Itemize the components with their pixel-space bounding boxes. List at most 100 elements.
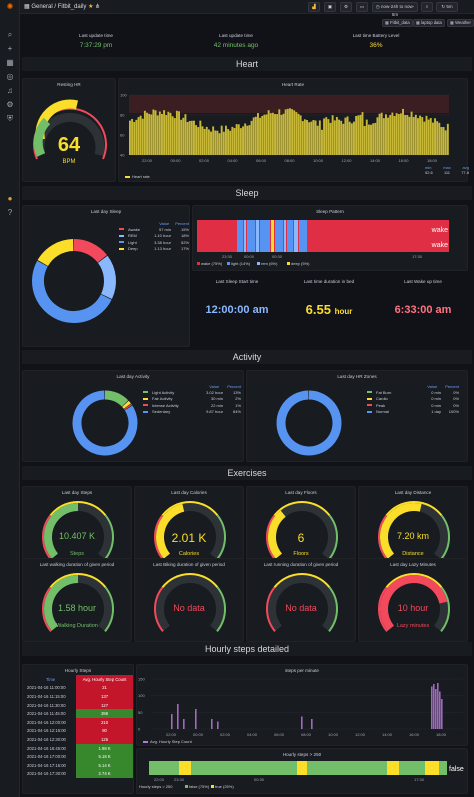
breadcrumb-separator: / bbox=[54, 4, 57, 10]
legend-value: 30 min bbox=[210, 396, 223, 402]
heart-rate-bar bbox=[289, 108, 291, 155]
breadcrumb-root[interactable]: General bbox=[31, 4, 53, 10]
link-fitbit-data[interactable]: ▦ Fitbit_data bbox=[382, 19, 413, 27]
state-true bbox=[387, 761, 399, 775]
breadcrumb-page[interactable]: Fitbit_daily bbox=[57, 4, 87, 10]
table-row[interactable]: 2021-04-16 17:30:00 2.74 K bbox=[25, 769, 133, 779]
heart-rate-bar bbox=[139, 115, 142, 155]
row-activity[interactable]: Activity bbox=[22, 350, 472, 364]
heart-rate-bar bbox=[278, 109, 281, 155]
graph-icon[interactable]: ▟ bbox=[308, 2, 320, 12]
dashboards-icon[interactable]: ▦ bbox=[6, 58, 14, 67]
stat-header-min: min bbox=[425, 165, 432, 170]
table-row[interactable]: 2021-04-16 12:30:00 125 bbox=[25, 735, 133, 744]
legend-row[interactable]: Awake 57 min 15% bbox=[119, 226, 189, 233]
legend-row[interactable]: REM 1.10 hour 18% bbox=[119, 233, 189, 240]
cell-value: 5.18 K bbox=[76, 752, 133, 761]
table-row[interactable]: 2021-04-16 16:45:00 1.98 K bbox=[25, 743, 133, 753]
heart-rate-bar bbox=[335, 116, 338, 155]
settings-icon[interactable]: ⚙ bbox=[340, 2, 352, 12]
save-icon[interactable]: ▣ bbox=[324, 2, 336, 12]
state-true bbox=[425, 761, 439, 775]
gauge-value: 10.407 K bbox=[58, 531, 96, 541]
heart-rate-bar bbox=[207, 129, 210, 155]
gauge-value: No data bbox=[285, 603, 317, 613]
plus-icon[interactable]: + bbox=[7, 44, 13, 53]
state-segment bbox=[247, 220, 255, 252]
table-row[interactable]: 2021-04-16 17:15:00 5.14 K bbox=[25, 760, 133, 770]
legend-label: Heart rate bbox=[132, 174, 150, 179]
legend-swatch bbox=[185, 785, 188, 788]
heart-rate-bar bbox=[265, 114, 268, 155]
apps-icon[interactable]: ▦ bbox=[24, 4, 30, 10]
gauge-threshold bbox=[42, 586, 52, 632]
col-avg-step[interactable]: Avg. Hourly Step Count bbox=[76, 675, 133, 684]
legend-row[interactable]: Deep 1.13 hour 17% bbox=[119, 246, 189, 253]
row-heart[interactable]: Heart bbox=[22, 57, 472, 71]
tv-icon[interactable]: ▭ bbox=[356, 2, 368, 12]
legend-value: 3.38 hour bbox=[154, 239, 171, 245]
explore-icon[interactable]: ◎ bbox=[6, 72, 14, 81]
legend-row[interactable]: Light Activity 3.02 hour 13% bbox=[143, 389, 241, 396]
legend-row[interactable]: Normal 1 day 100% bbox=[367, 409, 459, 416]
heart-rate-bar bbox=[367, 124, 370, 155]
table-row[interactable]: 2021-04-16 11:30:00 127 bbox=[25, 700, 133, 710]
legend-row[interactable]: Fair Activity 30 min 2% bbox=[143, 396, 241, 403]
donut-slice bbox=[32, 260, 112, 323]
shield-icon[interactable]: ⛨ bbox=[7, 114, 13, 123]
row-sleep[interactable]: Sleep bbox=[22, 186, 472, 200]
legend-swatch bbox=[367, 397, 372, 400]
row-exercises[interactable]: Exercises bbox=[22, 466, 472, 480]
search-icon[interactable]: ⌕ bbox=[7, 30, 13, 39]
legend-label: Light bbox=[128, 239, 137, 245]
legend-row[interactable]: Cardio 0 min 0% bbox=[367, 396, 459, 403]
refresh-button[interactable]: ↻ 5m bbox=[436, 2, 458, 12]
star-icon[interactable]: ★ bbox=[88, 4, 94, 10]
x-tick-label: 00:30 bbox=[254, 777, 265, 782]
col-time[interactable]: Time bbox=[45, 676, 56, 682]
legend-swatch bbox=[143, 410, 148, 413]
x-tick-label: 16:00 bbox=[409, 732, 420, 737]
legend-swatch bbox=[143, 391, 148, 394]
legend-percent: 17% bbox=[180, 246, 189, 252]
steps-bar bbox=[171, 714, 173, 729]
help-icon[interactable]: ? bbox=[7, 208, 13, 217]
heart-rate-bar bbox=[135, 119, 138, 155]
avatar[interactable]: ● bbox=[7, 194, 13, 203]
gauge-label: Steps bbox=[69, 551, 85, 557]
heart-rate-bar bbox=[259, 117, 262, 155]
heart-rate-bar bbox=[372, 123, 375, 155]
heart-rate-bar bbox=[310, 121, 313, 155]
legend-swatch bbox=[119, 241, 124, 244]
zoom-out-button[interactable]: ⌕ bbox=[421, 2, 433, 12]
gear-icon[interactable]: ⚙ bbox=[6, 100, 14, 109]
x-tick-label: 14:00 bbox=[370, 158, 381, 163]
heart-rate-bar bbox=[374, 122, 377, 155]
table-row[interactable]: 2021-04-16 11:15:00 137 bbox=[25, 692, 133, 701]
heart-rate-bar bbox=[271, 112, 274, 155]
table-row[interactable]: 2021-04-16 17:00:00 5.18 K bbox=[25, 752, 133, 761]
table-row[interactable]: 2021-04-16 11:00:00 21 bbox=[25, 683, 133, 693]
legend-value: 22 min bbox=[210, 402, 223, 408]
legend-swatch bbox=[367, 391, 372, 394]
legend-row[interactable]: Fat Burn 0 min 0% bbox=[367, 389, 459, 396]
legend-row[interactable]: Intense Activity 22 min 1% bbox=[143, 402, 241, 409]
legend-row[interactable]: Light 3.38 hour 52% bbox=[119, 239, 189, 246]
heart-rate-bar bbox=[421, 117, 424, 155]
legend-row[interactable]: Sedentary 9.87 hour 84% bbox=[143, 409, 241, 416]
link-weather[interactable]: ▦ Weather bbox=[447, 19, 474, 27]
link-laptop-data[interactable]: ▦ laptop data bbox=[413, 19, 445, 27]
legend-percent: 0% bbox=[453, 402, 459, 408]
time-range-picker[interactable]: ◷ now-24h to now-5m bbox=[372, 2, 418, 17]
grafana-logo-icon[interactable]: ✺ bbox=[6, 2, 14, 11]
heart-rate-bar bbox=[380, 112, 383, 155]
legend-row[interactable]: Peak 0 min 0% bbox=[367, 402, 459, 409]
table-row[interactable]: 2021-04-16 12:00:00 210 bbox=[25, 717, 133, 727]
row-hourly-steps[interactable]: Hourly steps detailed bbox=[22, 642, 472, 656]
bell-icon[interactable]: ♫ bbox=[7, 86, 13, 95]
legend-percent: 1% bbox=[235, 402, 241, 408]
heart-rate-bar bbox=[261, 115, 264, 155]
share-icon[interactable]: ⋔ bbox=[95, 4, 101, 10]
table-row[interactable]: 2021-04-16 12:15:00 80 bbox=[25, 726, 133, 736]
table-row[interactable]: 2021-04-16 11:45:00 396 bbox=[25, 709, 133, 718]
